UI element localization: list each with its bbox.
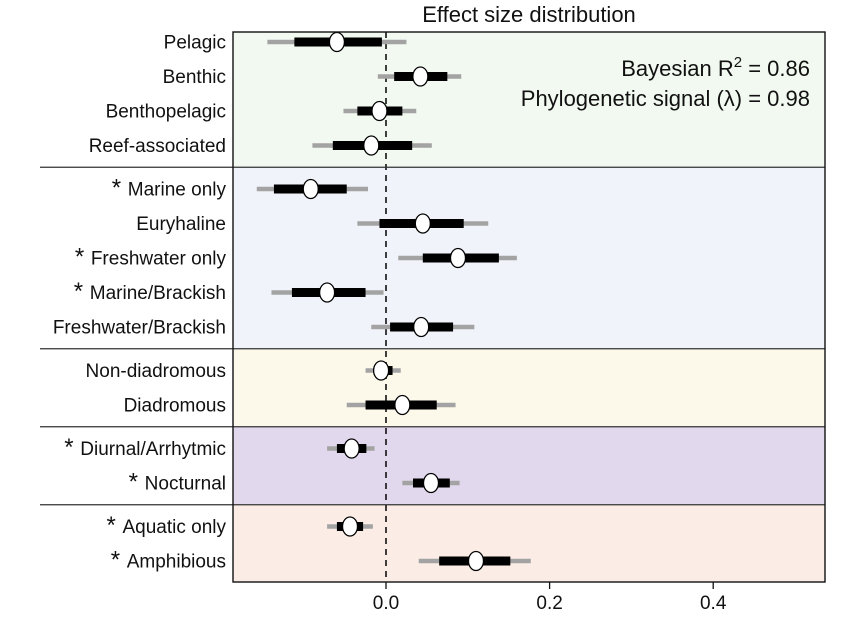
- significance-star: *: [64, 434, 80, 461]
- row-label: Benthopelagic: [106, 102, 226, 123]
- row-label: * Marine/Brackish: [74, 278, 226, 305]
- mean-point: [343, 438, 360, 459]
- significance-star: *: [112, 175, 128, 202]
- group-bands: [233, 32, 825, 582]
- row-label-text: Non-diadromous: [86, 361, 226, 382]
- row-label: * Amphibious: [111, 547, 226, 574]
- mean-point: [467, 550, 485, 572]
- plot-frame: [232, 31, 826, 583]
- mean-point: [394, 394, 411, 416]
- significance-star: *: [74, 278, 90, 305]
- x-tick-label: 0.2: [536, 593, 562, 614]
- mean-point: [413, 316, 430, 338]
- r2-value: = 0.86: [742, 56, 810, 81]
- row-label: * Freshwater only: [75, 244, 227, 271]
- mean-point: [341, 516, 359, 537]
- significance-star: *: [75, 244, 91, 271]
- mean-point: [318, 282, 336, 303]
- row-label: Reef-associated: [89, 136, 226, 157]
- mean-point: [372, 360, 390, 381]
- group-band: [233, 167, 825, 349]
- row-label-text: Marine/Brackish: [90, 283, 226, 304]
- row-label-text: Nocturnal: [145, 474, 226, 495]
- r2-superscript: 2: [734, 54, 742, 71]
- row-label: * Nocturnal: [129, 469, 226, 496]
- row-label: * Aquatic only: [106, 512, 226, 539]
- row-label-text: Diadromous: [124, 396, 226, 417]
- mean-point: [422, 472, 440, 494]
- row-label: * Marine only: [112, 175, 227, 202]
- mean-point: [412, 66, 429, 87]
- group-separators: [40, 166, 825, 506]
- group-band: [233, 348, 825, 427]
- row-label-text: Freshwater only: [91, 249, 227, 270]
- mean-point: [449, 247, 467, 269]
- mean-point: [371, 100, 388, 122]
- group-band: [233, 504, 825, 582]
- r2-annotation: Bayesian R2 = 0.86: [621, 54, 810, 81]
- r2-prefix: Bayesian R: [621, 56, 734, 81]
- row-label-text: Euryhaline: [136, 214, 226, 235]
- row-label-text: Diurnal/Arrhytmic: [80, 439, 226, 460]
- row-label: Pelagic: [164, 33, 226, 54]
- mean-point: [363, 135, 380, 156]
- row-label: Euryhaline: [136, 214, 226, 235]
- row-label: Benthic: [163, 67, 226, 88]
- estimate-rows: [256, 31, 531, 572]
- significance-star: *: [129, 469, 145, 496]
- lambda-annotation: Phylogenetic signal (λ) = 0.98: [521, 86, 810, 111]
- row-label-text: Pelagic: [164, 33, 226, 54]
- row-label-text: Marine only: [128, 180, 227, 201]
- row-label: * Diurnal/Arrhytmic: [64, 434, 226, 461]
- x-tick-label: 0.4: [700, 593, 727, 614]
- mean-point: [328, 31, 346, 53]
- row-label-text: Aquatic only: [122, 517, 226, 538]
- x-axis: 0.0 0.2 0.4: [373, 582, 727, 614]
- mean-point: [302, 178, 319, 200]
- row-labels: Pelagic Benthic Benthopelagic Reef-associat…: [53, 33, 227, 574]
- row-label-text: Benthic: [163, 67, 226, 88]
- mean-point: [414, 213, 431, 234]
- row-label-text: Benthopelagic: [106, 102, 226, 123]
- chart-title: Effect size distribution: [422, 2, 636, 27]
- group-band: [233, 426, 825, 505]
- significance-star: *: [111, 547, 127, 574]
- row-label-text: Amphibious: [127, 552, 226, 573]
- x-tick-label: 0.0: [373, 593, 399, 614]
- row-label: Freshwater/Brackish: [53, 318, 226, 339]
- significance-star: *: [106, 512, 122, 539]
- row-label: Non-diadromous: [86, 361, 226, 382]
- row-label-text: Freshwater/Brackish: [53, 318, 226, 339]
- row-label-text: Reef-associated: [89, 136, 226, 157]
- row-label: Diadromous: [124, 396, 226, 417]
